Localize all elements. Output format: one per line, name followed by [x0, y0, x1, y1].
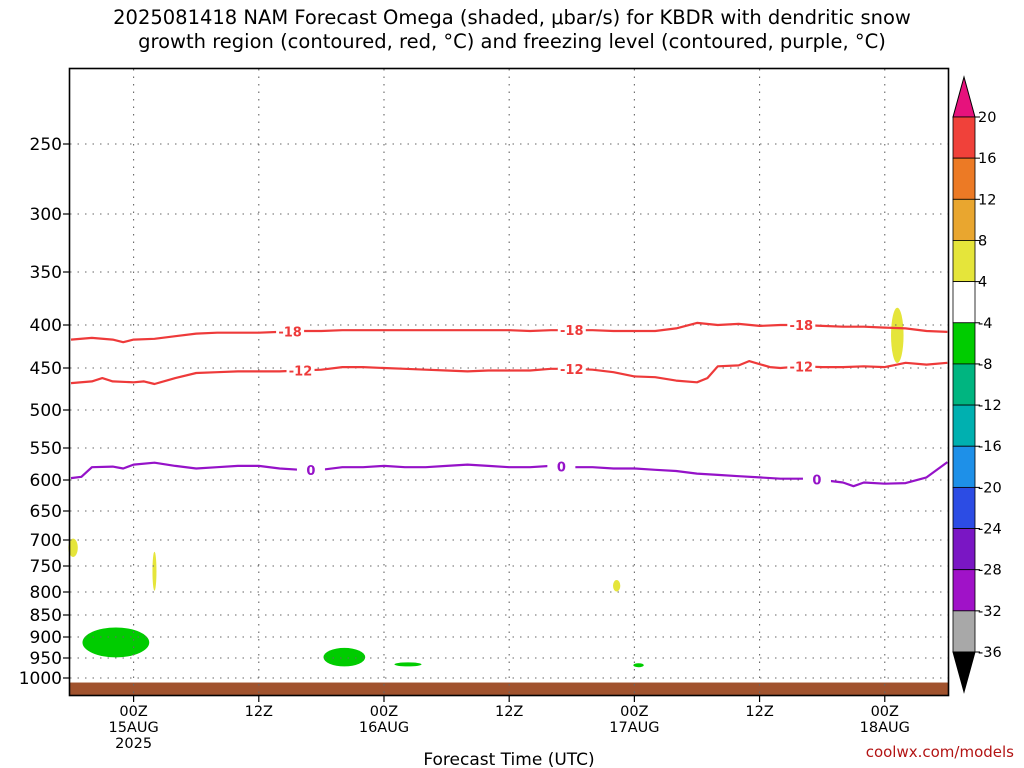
contour-label-1-1: -12: [560, 363, 584, 378]
colorbar-label-13: -36: [978, 645, 1002, 661]
contour-label-2-0: 0: [306, 464, 315, 479]
contour-label-bg-1-2: [787, 358, 816, 375]
x-axis-label: Forecast Time (UTC): [423, 750, 594, 768]
colorbar-bin-3: [952, 240, 976, 283]
contour-label-bg-2-1: [547, 458, 576, 475]
y-tick-label-450: 450: [30, 359, 62, 379]
y-tick-label-400: 400: [30, 316, 62, 336]
y-tick-label-850: 850: [30, 606, 62, 626]
y-tick-label-600: 600: [30, 471, 62, 491]
omega-region-4: [82, 627, 150, 658]
y-tick-label-700: 700: [30, 531, 62, 551]
x-tick-label-1-0: 12Z: [245, 704, 273, 720]
colorbar-label-1: 16: [978, 151, 996, 167]
colorbar-bottom-arrow: [952, 651, 976, 694]
omega-region-2: [612, 580, 621, 592]
y-tick-label-350: 350: [30, 263, 62, 283]
axis-ticks-layer: 2503003504004505005506006507007508008509…: [19, 135, 910, 752]
y-tick-label-300: 300: [30, 205, 62, 225]
chart-title: 2025081418 NAM Forecast Omega (shaded, μ…: [0, 6, 1024, 54]
contour-label-0-0: -18: [278, 325, 302, 340]
omega-shading-layer: [68, 307, 904, 668]
colorbar-top-arrow: [952, 75, 976, 118]
x-tick-label-0-2: 2025: [115, 736, 152, 752]
x-tick-label-0-1: 15AUG: [108, 720, 158, 736]
contour-label-bg-2-2: [802, 471, 831, 488]
omega-region-6: [394, 662, 422, 667]
colorbar-bin-5: [952, 322, 976, 365]
colorbar-label-9: -20: [978, 480, 1002, 496]
colorbar-label-5: -4: [978, 316, 992, 332]
colorbar-label-2: 12: [978, 192, 996, 208]
y-tick-label-750: 750: [30, 557, 62, 577]
contour-label-bg-1-0: [286, 362, 315, 379]
colorbar-bin-4: [952, 281, 976, 324]
colorbar-bin-8: [952, 445, 976, 488]
grid-layer: [70, 69, 948, 695]
contour-label-1-0: -12: [289, 365, 313, 380]
y-tick-label-550: 550: [30, 439, 62, 459]
colorbar-bin-12: [952, 610, 976, 653]
y-tick-label-500: 500: [30, 401, 62, 421]
y-tick-label-650: 650: [30, 502, 62, 522]
contour-line-1: [70, 360, 948, 386]
colorbar-label-3: 8: [978, 233, 987, 249]
contour-label-2-1: 0: [557, 461, 566, 476]
colorbar-label-10: -24: [978, 522, 1002, 538]
colorbar-bin-0: [952, 116, 976, 159]
colorbar-label-12: -32: [978, 604, 1002, 620]
colorbar-bin-6: [952, 363, 976, 406]
contour-layer: -18 -18 -18 -12 -12 -12 0 0 0: [70, 317, 949, 488]
credit-link[interactable]: coolwx.com/models: [865, 743, 1014, 761]
y-tick-label-800: 800: [30, 583, 62, 603]
y-tick-label-1000: 1000: [19, 669, 62, 689]
y-tick-label-950: 950: [30, 649, 62, 669]
x-tick-label-2-0: 00Z: [370, 704, 398, 720]
y-tick-label-900: 900: [30, 628, 62, 648]
title-line-2: growth region (contoured, red, °C) and f…: [138, 30, 886, 53]
contour-label-bg-2-0: [296, 461, 325, 478]
terrain-band: [70, 682, 948, 695]
colorbar-bin-1: [952, 157, 976, 200]
colorbar-bin-9: [952, 486, 976, 529]
plot-frame: [68, 67, 950, 697]
x-tick-label-4-1: 17AUG: [609, 720, 659, 736]
colorbar-label-4: 4: [978, 275, 987, 291]
colorbar-bin-7: [952, 404, 976, 447]
colorbar-label-0: 20: [978, 110, 996, 126]
colorbar-label-11: -28: [978, 563, 1002, 579]
contour-label-bg-1-1: [557, 360, 586, 377]
colorbar-label-8: -16: [978, 439, 1002, 455]
x-tick-label-2-1: 16AUG: [359, 720, 409, 736]
contour-label-1-2: -12: [790, 360, 814, 375]
colorbar: 20 16 12 8 4 -4 -8 -12 -16 -20 -24 -28 -32 -36: [952, 75, 1002, 694]
colorbar-label-7: -12: [978, 398, 1002, 414]
x-tick-label-0-0: 00Z: [119, 704, 147, 720]
contour-label-0-2: -18: [790, 319, 814, 334]
contour-label-bg-0-0: [276, 323, 305, 340]
x-tick-label-6-1: 18AUG: [860, 720, 910, 736]
colorbar-bin-10: [952, 528, 976, 571]
title-line-1: 2025081418 NAM Forecast Omega (shaded, μ…: [113, 6, 911, 29]
contour-label-bg-0-2: [787, 317, 816, 333]
x-tick-label-6-0: 00Z: [871, 704, 899, 720]
y-tick-label-250: 250: [30, 135, 62, 155]
x-tick-label-5-0: 12Z: [745, 704, 773, 720]
omega-region-0: [68, 538, 78, 557]
x-tick-label-3-0: 12Z: [495, 704, 523, 720]
colorbar-label-6: -8: [978, 357, 992, 373]
colorbar-bin-11: [952, 569, 976, 612]
terrain-layer: [70, 682, 948, 695]
colorbar-bin-2: [952, 198, 976, 241]
contour-label-2-2: 0: [812, 473, 821, 488]
omega-region-5: [323, 647, 366, 667]
omega-region-3: [891, 307, 904, 363]
omega-region-1: [152, 551, 157, 591]
x-tick-label-4-0: 00Z: [620, 704, 648, 720]
contour-label-0-1: -18: [560, 324, 584, 339]
omega-region-7: [633, 663, 644, 668]
contour-label-bg-0-1: [557, 322, 586, 339]
